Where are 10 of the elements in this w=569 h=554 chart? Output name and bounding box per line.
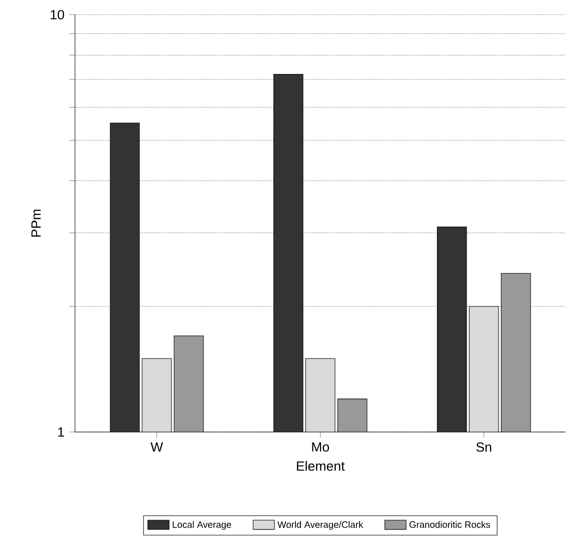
- x-tick-label: W: [150, 442, 164, 452]
- legend-label: Granodioritic Rocks: [410, 521, 490, 528]
- y-axis-title: PPm: [31, 210, 41, 237]
- x-axis-title: Element: [296, 460, 345, 471]
- y-tick-label: 1: [58, 427, 64, 437]
- legend-label: Local Average: [172, 521, 232, 530]
- legend-label: World Average/Clark: [277, 521, 364, 530]
- x-tick-label: Mo: [312, 442, 330, 452]
- y-tick-label: 10: [50, 10, 64, 20]
- x-tick-label: Sn: [476, 442, 492, 452]
